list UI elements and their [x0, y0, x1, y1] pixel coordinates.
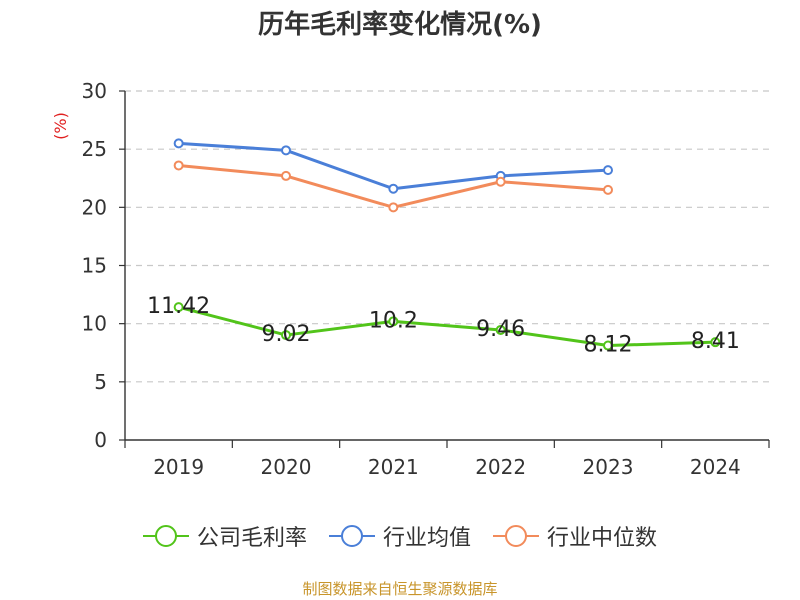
legend-item[interactable]: 公司毛利率 — [142, 520, 307, 552]
data-label: 8.41 — [691, 329, 740, 354]
y-tick-label: 0 — [94, 428, 107, 452]
y-tick-label: 15 — [82, 254, 107, 278]
data-point — [495, 176, 506, 187]
x-tick-label: 2021 — [368, 455, 419, 479]
data-point — [281, 145, 291, 156]
series-layer — [173, 138, 721, 351]
source-note: 制图数据来自恒生聚源数据库 — [302, 580, 498, 598]
series-line-1 — [178, 141, 609, 191]
data-label: 9.46 — [476, 317, 525, 342]
data-point — [603, 184, 613, 195]
y-tick-label: 10 — [82, 312, 107, 336]
legend-swatch — [493, 525, 539, 547]
legend-swatch-marker — [505, 525, 527, 547]
legend-swatch-marker — [340, 525, 363, 547]
legend-swatch-marker — [154, 525, 177, 547]
legend-label: 行业均值 — [382, 526, 471, 551]
x-tick-label: 2019 — [153, 455, 204, 479]
data-point — [388, 183, 399, 194]
y-tick-label: 5 — [94, 370, 107, 394]
x-tick-label: 2023 — [583, 455, 634, 479]
chart-title: 历年毛利率变化情况(%) — [258, 10, 542, 40]
axis-layer: 0 5 10 15 20 25 30 2019 2020 2021 2022 2023 2024 — [82, 79, 770, 479]
series-line-0 — [178, 305, 716, 348]
data-point — [281, 330, 291, 341]
data-label: 8.12 — [584, 333, 633, 358]
data-point — [173, 160, 184, 171]
data-point — [281, 170, 291, 181]
x-tick-label: 2022 — [475, 455, 526, 479]
data-point — [710, 337, 721, 348]
data-point — [495, 324, 506, 335]
y-tick-label: 20 — [82, 195, 107, 219]
data-label: 10.2 — [369, 308, 418, 333]
legend-item[interactable]: 行业均值 — [328, 520, 471, 552]
legend: 公司毛利率 行业均值 行业中位数 — [0, 520, 800, 552]
label-layer: 11.42 9.02 10.2 9.46 8.12 8.41 — [147, 294, 740, 357]
legend-label: 公司毛利率 — [196, 526, 307, 551]
data-point — [388, 202, 399, 213]
legend-label: 行业中位数 — [547, 526, 658, 551]
data-point — [173, 138, 184, 149]
data-point — [603, 340, 613, 351]
x-tick-label: 2024 — [690, 455, 741, 479]
data-point — [173, 302, 184, 313]
legend-swatch — [328, 525, 375, 547]
data-label: 11.42 — [147, 294, 210, 319]
legend-swatch — [142, 525, 189, 547]
y-axis-label: (%) — [51, 112, 70, 140]
data-point — [388, 316, 399, 327]
y-tick-label: 25 — [82, 137, 107, 161]
x-tick-label: 2020 — [261, 455, 312, 479]
grid-layer — [125, 90, 769, 383]
data-label: 9.02 — [262, 322, 311, 347]
data-point — [603, 165, 613, 176]
y-tick-label: 30 — [82, 79, 107, 103]
legend-item[interactable]: 行业中位数 — [493, 520, 657, 552]
